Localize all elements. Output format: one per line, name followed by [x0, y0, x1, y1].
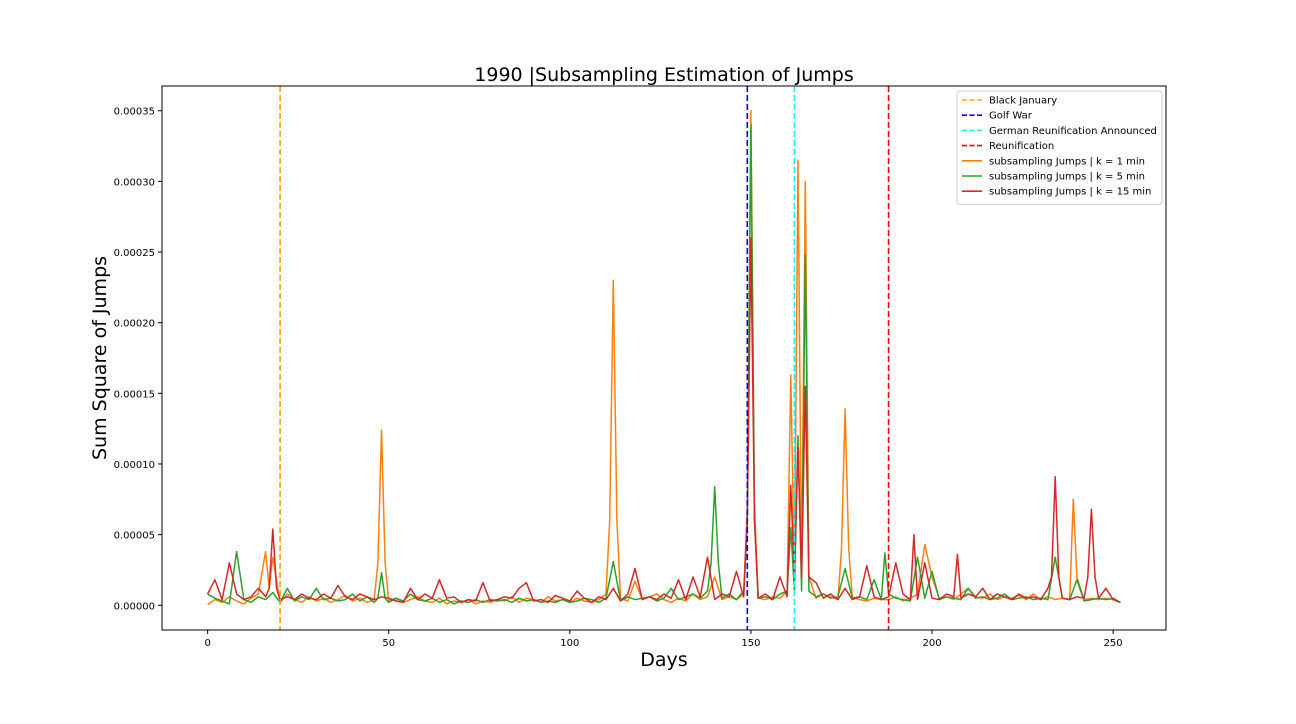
series-line-subsampling-jumps-k-1-min [207, 109, 1121, 606]
x-tick-label: 150 [741, 638, 760, 649]
y-tick-label: 0.00015 [114, 389, 155, 400]
x-tick-label: 0 [204, 638, 210, 649]
x-tick-label: 100 [560, 638, 579, 649]
y-axis: 0.00000 0.00005 0.00010 0.00015 0.00020 0.000… [114, 107, 162, 612]
y-tick-label: 0.00020 [114, 319, 155, 330]
y-tick-label: 0.00025 [114, 248, 155, 259]
y-tick-label: 0.00030 [114, 177, 155, 188]
legend: Black January Golf War German Reunificatio… [956, 90, 1163, 205]
series-line-subsampling-jumps-k-5-min [207, 124, 1121, 605]
legend-box [956, 90, 1163, 205]
y-tick-label: 0.00010 [114, 460, 155, 471]
y-tick-label: 0.00005 [114, 531, 155, 542]
legend-label-black-january: Black January [989, 96, 1057, 107]
x-tick-label: 250 [1104, 638, 1123, 649]
x-tick-label: 200 [922, 638, 941, 649]
y-tick-label: 0.00000 [114, 601, 155, 612]
y-axis-label: Sum Square of Jumps [89, 256, 111, 460]
legend-label-german-reunification-announced: German Reunification Announced [989, 126, 1157, 137]
chart-title: 1990 |Subsampling Estimation of Jumps [474, 64, 853, 86]
series-line-subsampling-jumps-k-15-min [206, 237, 1121, 604]
axes-frame [161, 85, 1167, 631]
plot-area [206, 86, 1121, 630]
legend-label-subsampling-jumps-k-15-min: subsampling Jumps | k = 15 min [989, 187, 1151, 198]
legend-label-reunification: Reunification [989, 141, 1054, 152]
legend-label-subsampling-jumps-k-1-min: subsampling Jumps | k = 1 min [989, 156, 1145, 167]
x-axis-label: Days [640, 649, 687, 671]
x-axis: 0 50 100 150 200 250 [204, 630, 1123, 649]
y-tick-label: 0.00035 [114, 107, 155, 118]
legend-label-subsampling-jumps-k-5-min: subsampling Jumps | k = 5 min [989, 172, 1145, 183]
legend-label-golf-war: Golf War [989, 111, 1033, 122]
x-tick-label: 50 [382, 638, 395, 649]
